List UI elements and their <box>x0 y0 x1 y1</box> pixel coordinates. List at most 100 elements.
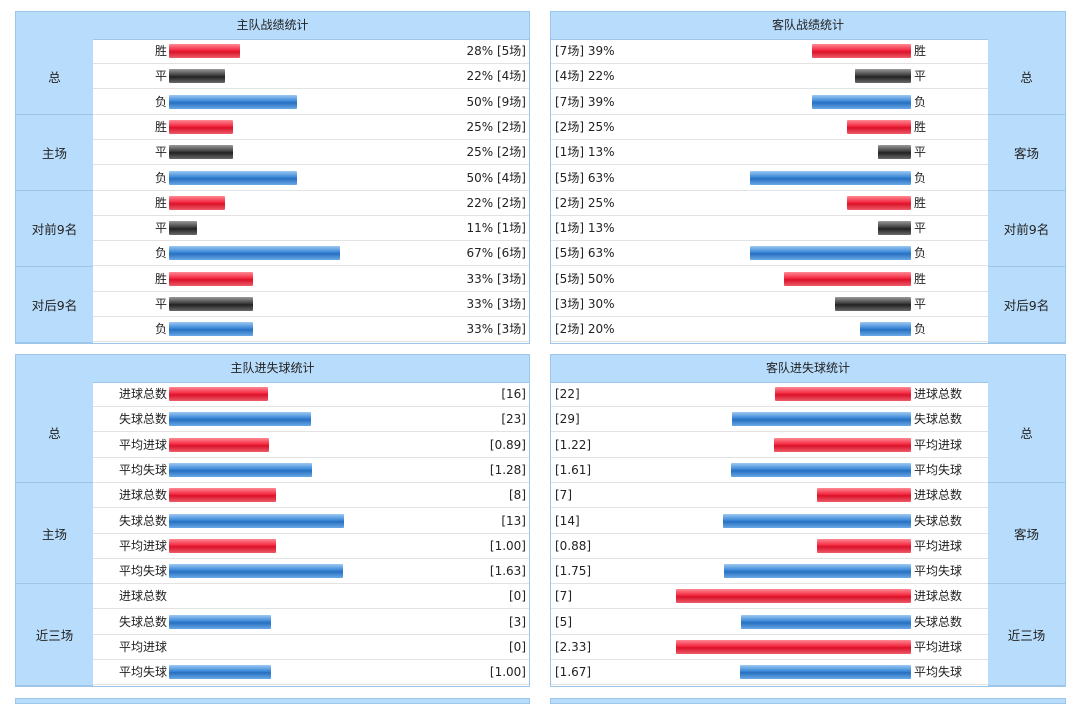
row-label: 平均进球 <box>118 640 167 654</box>
row-label: 胜 <box>914 271 927 286</box>
loss-bar <box>169 462 313 477</box>
row-value: [5场] 63% <box>555 170 615 185</box>
row-label: 胜 <box>914 119 927 134</box>
loss-bar <box>169 322 254 337</box>
row-label: 平均失球 <box>914 462 963 477</box>
row-label: 平均进球 <box>118 538 167 553</box>
row-value: [14] <box>555 513 580 528</box>
stat-row: 平 [1场] 13% <box>551 216 988 242</box>
win-bar <box>817 488 911 503</box>
row-value: 67% [6场] <box>466 246 527 261</box>
loss-bar <box>723 513 911 528</box>
row-label: 胜 <box>154 195 167 210</box>
row-label: 平 <box>154 69 167 84</box>
home_goals-panel: 主队进失球统计总进球总数 [16] 失球总数 [23] 平均进球 [0.89] 平均失球 [1… <box>15 354 530 687</box>
row-value: [3] <box>509 614 526 629</box>
row-label: 平 <box>154 145 167 160</box>
win-bar <box>169 488 277 503</box>
stat-row: 平均失球 [1.00] <box>93 660 529 686</box>
row-label: 平均进球 <box>914 538 963 553</box>
draw-bar <box>169 69 226 84</box>
win-bar <box>774 437 911 452</box>
win-bar <box>676 589 911 604</box>
loss-bar <box>730 462 911 477</box>
panel-title: 主队进失球统计 <box>16 355 529 383</box>
win-bar <box>676 640 911 654</box>
row-label: 进球总数 <box>118 387 167 401</box>
row-label: 平 <box>154 221 167 236</box>
loss-bar <box>169 614 272 629</box>
row-value: [7] <box>555 589 572 604</box>
row-value: [1.22] <box>555 437 592 452</box>
win-bar <box>169 271 254 286</box>
loss-bar <box>731 412 911 427</box>
row-value: [0.88] <box>555 538 592 553</box>
loss-bar <box>169 246 340 261</box>
stat-row: 负 33% [3场] <box>93 317 529 343</box>
group-label: 对前9名 <box>988 190 1065 267</box>
stat-row: 负 50% [9场] <box>93 90 529 115</box>
next-panel-edge <box>15 698 530 704</box>
loss-bar <box>740 665 911 680</box>
stat-row: 负 [2场] 20% <box>551 317 988 343</box>
group-label: 总 <box>988 382 1065 484</box>
stat-row: 负 [7场] 39% <box>551 90 988 115</box>
loss-bar <box>750 170 911 185</box>
row-value: [29] <box>555 412 580 427</box>
away_record-panel: 客队战绩统计总胜 [7场] 39% 平 [4场] 22% 负 [7场] 39% 客场胜 [2场… <box>550 11 1066 344</box>
stat-row: 负 50% [4场] <box>93 166 529 191</box>
group-label: 近三场 <box>988 584 1065 686</box>
stat-row: 平均失球 [1.67] <box>551 660 988 686</box>
draw-bar <box>877 221 911 236</box>
loss-bar <box>169 170 297 185</box>
row-value: [4场] 22% <box>555 69 615 84</box>
stat-row: 平 [3场] 30% <box>551 292 988 317</box>
row-label: 平均失球 <box>118 564 167 579</box>
loss-bar <box>750 246 911 261</box>
row-value: 28% [5场] <box>466 44 527 58</box>
draw-bar <box>877 145 911 160</box>
win-bar <box>169 538 276 553</box>
loss-bar <box>724 564 911 579</box>
row-value: 50% [4场] <box>466 170 527 185</box>
draw-bar <box>169 221 198 236</box>
stat-row: 失球总数 [23] <box>93 407 529 433</box>
stat-row: 进球总数 [8] <box>93 483 529 509</box>
row-label: 负 <box>154 94 167 109</box>
stat-row: 平 33% [3场] <box>93 292 529 317</box>
win-bar <box>169 119 233 134</box>
row-label: 平均进球 <box>118 437 167 452</box>
stat-row: 进球总数 [22] <box>551 382 988 407</box>
row-label: 平 <box>914 69 927 84</box>
row-label: 平 <box>914 145 927 160</box>
group-label: 客场 <box>988 483 1065 585</box>
stat-row: 平 11% [1场] <box>93 216 529 242</box>
row-label: 失球总数 <box>914 412 963 427</box>
win-bar <box>847 195 911 210</box>
stat-row: 胜 [2场] 25% <box>551 115 988 140</box>
row-label: 进球总数 <box>914 589 963 604</box>
stat-row: 平 25% [2场] <box>93 140 529 166</box>
row-label: 平均进球 <box>914 640 963 654</box>
stat-row: 胜 33% [3场] <box>93 267 529 292</box>
row-label: 失球总数 <box>118 412 167 427</box>
row-value: [0] <box>509 589 526 604</box>
row-label: 负 <box>914 322 927 337</box>
row-value: [2场] 25% <box>555 195 615 210</box>
row-value: [23] <box>501 412 526 427</box>
stat-row: 平 [4场] 22% <box>551 64 988 90</box>
win-bar <box>774 387 911 401</box>
group-label: 对前9名 <box>16 190 93 267</box>
row-value: [7场] 39% <box>555 44 615 58</box>
row-label: 失球总数 <box>118 513 167 528</box>
row-value: [1场] 13% <box>555 221 615 236</box>
row-label: 平均失球 <box>118 462 167 477</box>
win-bar <box>811 44 911 58</box>
stat-row: 平均进球 [0.89] <box>93 433 529 458</box>
win-bar <box>783 271 911 286</box>
win-bar <box>169 437 269 452</box>
panel-title: 客队战绩统计 <box>551 12 1065 40</box>
row-value: 22% [2场] <box>466 195 527 210</box>
stat-row: 平均失球 [1.61] <box>551 458 988 483</box>
row-value: [1场] 13% <box>555 145 615 160</box>
